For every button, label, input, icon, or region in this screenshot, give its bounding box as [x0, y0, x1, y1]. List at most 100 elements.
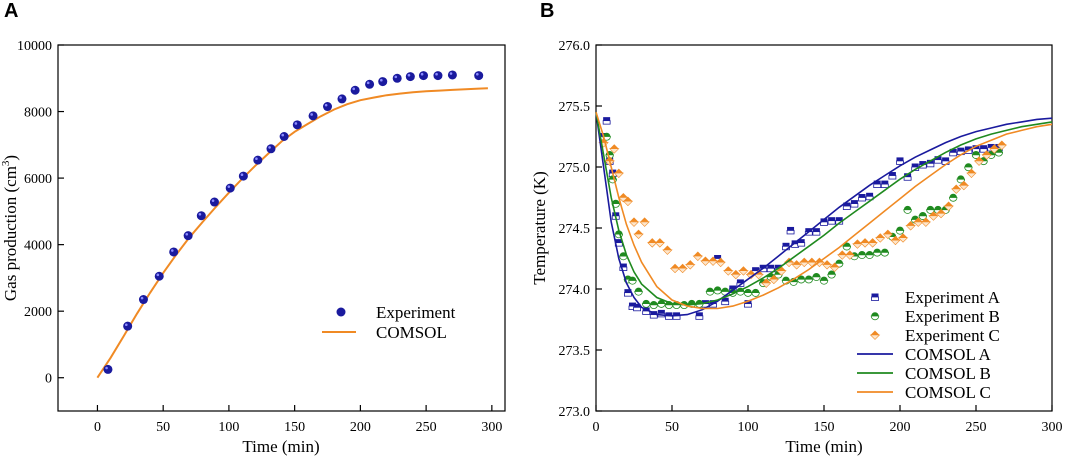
experiment-a-point: [633, 303, 641, 308]
experiment-c-point-half: [943, 205, 954, 211]
experiment-point-highlight: [394, 75, 398, 79]
experiment-a-point-half: [850, 203, 859, 208]
y-tick-label: 6000: [24, 172, 52, 187]
experiment-b-point-half: [641, 303, 651, 308]
experiment-a-point-half: [873, 183, 882, 188]
experiment-c-point: [830, 262, 840, 268]
legend-marker-experiment-c-half: [869, 334, 881, 340]
experiment-point: [266, 144, 276, 154]
experiment-c-point-half: [799, 261, 810, 268]
experiment-b-point: [926, 205, 935, 210]
experiment-a-point: [774, 264, 782, 269]
x-tick-label: 150: [284, 420, 305, 435]
experiment-c-point: [807, 257, 817, 263]
experiment-c-point: [634, 229, 644, 235]
panel-letter-b: B: [540, 0, 554, 22]
experiment-c-point: [997, 140, 1007, 146]
x-tick-label: 250: [416, 420, 437, 435]
series-group-a: [96, 70, 488, 379]
experiment-a-point-half: [649, 314, 658, 319]
experiment-b-point-half: [865, 254, 874, 260]
y-tick-label: 8000: [24, 106, 52, 121]
experiment-c-point-half: [761, 282, 772, 288]
experiment-point-highlight: [105, 366, 108, 370]
experiment-point: [169, 247, 179, 257]
experiment-c-point-half: [613, 172, 625, 179]
experiment-point: [253, 155, 263, 165]
experiment-b-point: [820, 276, 828, 281]
experiment-c-point: [837, 250, 847, 255]
experiment-b-point: [873, 248, 881, 253]
experiment-b-point: [812, 272, 821, 277]
y-tick-label: 274.5: [559, 222, 591, 237]
x-tick-label: 300: [481, 420, 502, 435]
experiment-point: [279, 132, 289, 141]
y-tick-label: 4000: [24, 239, 52, 254]
experiment-b-point-half: [634, 291, 643, 296]
experiment-b-point-half: [664, 304, 674, 310]
experiment-point: [196, 211, 206, 221]
experiment-point-highlight: [170, 249, 174, 252]
experiment-point: [292, 120, 302, 130]
legend-marker-experiment-b-half: [870, 315, 880, 321]
experiment-a-point: [934, 156, 942, 160]
experiment-b-point: [721, 287, 729, 292]
experiment-b-point-half: [872, 252, 882, 257]
experiment-a-point: [843, 202, 851, 207]
experiment-c-point: [792, 260, 802, 265]
experiment-c-point-half: [707, 260, 719, 266]
legend-marker-experiment-a: [871, 293, 879, 297]
experiment-c-point-half: [669, 267, 681, 274]
y-tick-label: 2000: [24, 305, 52, 320]
experiment-c-point: [906, 221, 916, 226]
experiment-b-point: [706, 287, 714, 292]
experiment-c-point-half: [844, 254, 856, 260]
experiment-b-point: [896, 226, 904, 231]
experiment-a-point-half: [858, 197, 866, 202]
experiment-b-point-half: [649, 304, 658, 310]
experiment-a-point: [665, 312, 673, 316]
experiment-a-point: [896, 157, 904, 161]
experiment-point-highlight: [435, 72, 438, 76]
experiment-b-point-half: [672, 304, 681, 310]
experiment-c-point: [776, 266, 786, 271]
experiment-a-point-half: [880, 183, 889, 188]
experiment-point-highlight: [407, 73, 411, 77]
experiment-point: [209, 197, 219, 207]
experiment-c-point-half: [875, 237, 886, 243]
experiment-point: [433, 71, 443, 81]
comsol-line: [96, 87, 488, 379]
experiment-a-point: [603, 117, 611, 121]
experiment-a-point: [767, 264, 775, 269]
experiment-b-point: [858, 251, 866, 255]
experiment-point: [103, 364, 113, 374]
experiment-c-point: [761, 278, 771, 283]
experiment-c-point: [944, 201, 954, 207]
experiment-point: [474, 71, 484, 81]
experiment-b-point: [911, 215, 919, 220]
y-tick-label: 0: [45, 372, 52, 387]
x-tick-label: 0: [593, 420, 600, 435]
experiment-a-point: [812, 228, 820, 232]
gas-production-chart: 0 50 100 150 200 250 300 0 2000 4000 6000 8000 1000…: [0, 39, 506, 456]
experiment-point-highlight: [268, 146, 271, 149]
legend-label-experiment-b: Experiment B: [905, 307, 1000, 326]
experiment-point: [392, 73, 402, 83]
y-tick-label: 275.0: [559, 161, 591, 176]
experiment-a-point: [828, 217, 836, 221]
experiment-point-highlight: [211, 199, 215, 202]
experiment-a-point: [980, 145, 988, 149]
experiment-b-point: [805, 275, 813, 280]
temperature-chart: 0 50 100 150 200 250 300 273.0273.5274.0274.52…: [530, 39, 1063, 456]
experiment-a-point: [805, 228, 813, 232]
experiment-a-point-half: [934, 159, 942, 164]
experiment-a-point: [987, 143, 995, 148]
experiment-point-highlight: [140, 296, 144, 300]
experiment-c-point-half: [973, 160, 985, 166]
experiment-c-point-half: [996, 144, 1008, 150]
experiment-a-point: [729, 285, 737, 289]
experiment-c-point-half: [723, 270, 734, 276]
experiment-c-point: [898, 233, 908, 238]
experiment-a-point: [752, 267, 760, 271]
legend-marker-experiment-c: [870, 330, 880, 335]
